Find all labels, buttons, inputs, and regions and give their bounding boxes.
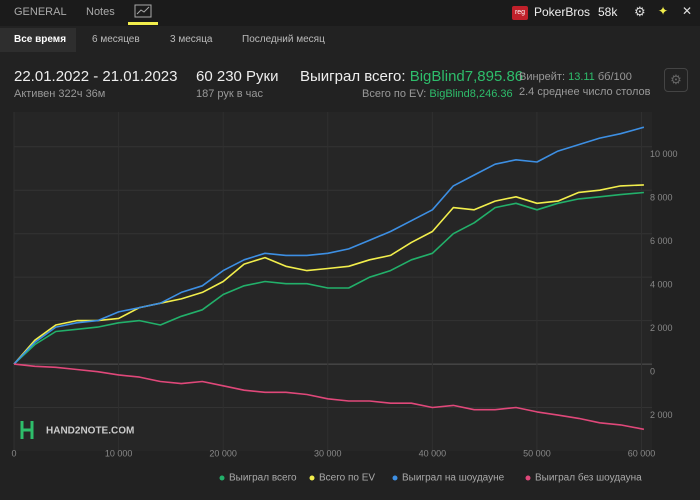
legend-marker: [525, 475, 531, 481]
x-tick-label: 40 000: [419, 448, 447, 458]
tab[interactable]: GENERAL: [14, 6, 67, 18]
winrate: Винрейт: 13.11 бб/100: [519, 71, 632, 83]
legend-marker: [219, 475, 225, 481]
legend-label: Всего по EV: [319, 473, 375, 484]
tables: 2.4 среднее число столов: [519, 86, 651, 98]
top-bar: GENERAL Notes reg PokerBros 58k ⚙ ✦ ✕: [0, 0, 700, 26]
active: Активен 322ч 36м: [14, 88, 106, 100]
won-label: Выиграл всего:: [300, 68, 406, 85]
y-tick-label: 4 000: [650, 280, 673, 290]
series-line: [13, 363, 645, 431]
close-icon[interactable]: ✕: [682, 4, 693, 18]
y-tick-label: 8 000: [650, 193, 673, 203]
badge: reg: [512, 6, 528, 20]
legend-label: Выиграл без шоудауна: [535, 472, 642, 484]
ev: Всего по EV: BigBlind8,246.36: [362, 88, 513, 100]
active-underline: [128, 22, 158, 25]
amount: 58k: [598, 5, 618, 19]
won: Выиграл всего: BigBlind7,895.86: [300, 68, 523, 85]
dates: 22.01.2022 - 21.01.2023: [14, 68, 178, 85]
series-line: [13, 184, 644, 365]
y-tick-label: 10 000: [650, 149, 678, 159]
period[interactable]: Последний месяц: [242, 34, 325, 45]
graph-tab[interactable]: [128, 3, 158, 25]
watermark: HAND2NOTE.COM: [46, 426, 134, 437]
settings-icon[interactable]: ⚙: [634, 4, 646, 19]
chart-settings[interactable]: ⚙: [664, 68, 688, 92]
legend-label: Выиграл всего: [229, 473, 297, 484]
series-line: [13, 191, 644, 365]
period[interactable]: 3 месяца: [170, 34, 213, 45]
ev-label: Всего по EV:: [362, 88, 427, 100]
graph-icon: [134, 4, 152, 18]
x-tick-label: 0: [11, 448, 16, 458]
pin-icon[interactable]: ✦: [658, 4, 669, 18]
hands: 60 230 Руки: [196, 68, 279, 85]
x-tick-label: 30 000: [314, 448, 342, 458]
y-tick-label: 6 000: [650, 236, 673, 246]
winrate-unit: бб/100: [597, 71, 632, 83]
winrate-label: Винрейт:: [519, 71, 566, 83]
series-line: [13, 126, 645, 365]
period[interactable]: Все время: [14, 34, 67, 45]
x-tick-label: 10 000: [105, 448, 133, 458]
winrate-value: 13.11: [568, 71, 595, 83]
x-tick-label: 60 000: [628, 448, 656, 458]
plot-area: [14, 112, 652, 451]
grid: [13, 112, 652, 451]
active-period: [0, 28, 76, 52]
legend-marker: [392, 475, 398, 481]
ev-value: BigBlind8,246.36: [429, 88, 513, 100]
tab[interactable]: Notes: [86, 6, 115, 18]
legend-marker: [309, 475, 315, 481]
logo: [20, 421, 34, 439]
x-tick-label: 50 000: [523, 448, 551, 458]
rate: 187 рук в час: [196, 88, 264, 100]
graph-icon-line: [136, 6, 150, 15]
legend-label: Выиграл на шоудауне: [402, 473, 505, 484]
y-tick-label: 0: [650, 366, 655, 376]
room: PokerBros: [534, 5, 591, 19]
period[interactable]: 6 месяцев: [92, 34, 140, 45]
y-tick-label: 2 000: [650, 410, 673, 420]
x-tick-label: 20 000: [209, 448, 237, 458]
won-value: BigBlind7,895.86: [409, 68, 524, 85]
y-tick-label: 2 000: [650, 323, 673, 333]
